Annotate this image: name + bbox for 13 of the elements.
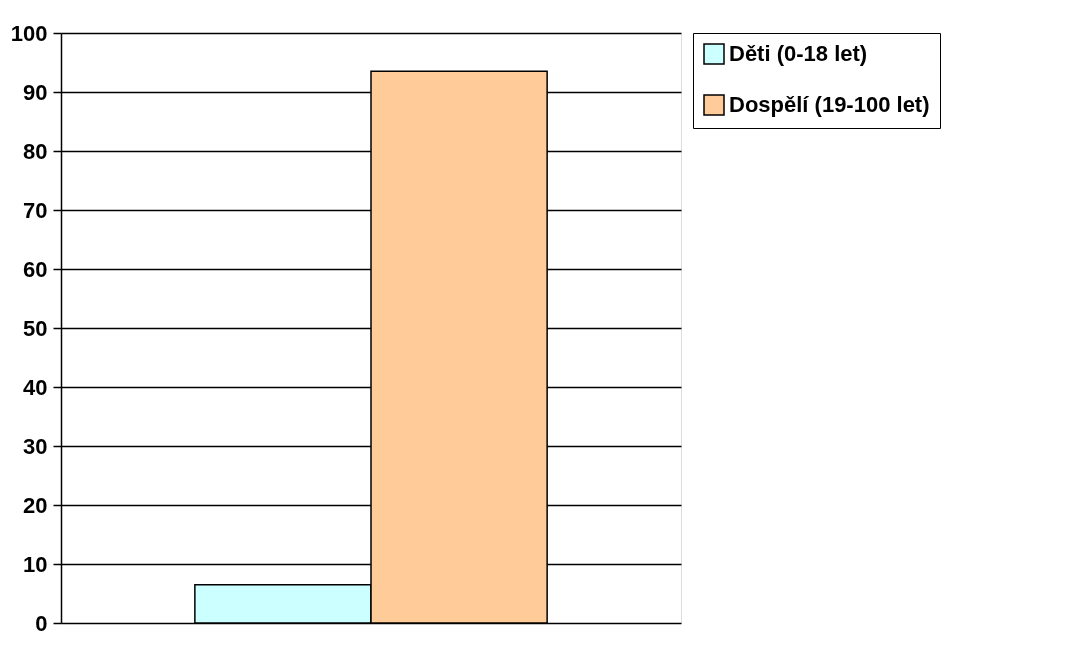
y-tick-label: 100 [10,20,48,46]
y-tick-label: 60 [23,256,48,282]
y-tick-label: 80 [23,138,48,164]
y-tick-label: 50 [23,315,48,341]
legend-label: Děti (0-18 let) [729,41,868,66]
y-tick-label: 30 [23,433,48,459]
y-tick-label: 10 [23,551,48,577]
y-tick-label: 0 [35,610,48,636]
y-tick-label: 90 [23,79,48,105]
legend-label: Dospělí (19-100 let) [729,92,930,117]
y-tick-label: 70 [23,197,48,223]
y-tick-label: 40 [23,374,48,400]
y-tick-label: 20 [23,492,48,518]
